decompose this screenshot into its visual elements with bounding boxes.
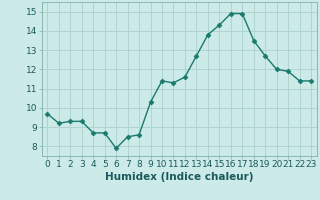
X-axis label: Humidex (Indice chaleur): Humidex (Indice chaleur) bbox=[105, 172, 253, 182]
